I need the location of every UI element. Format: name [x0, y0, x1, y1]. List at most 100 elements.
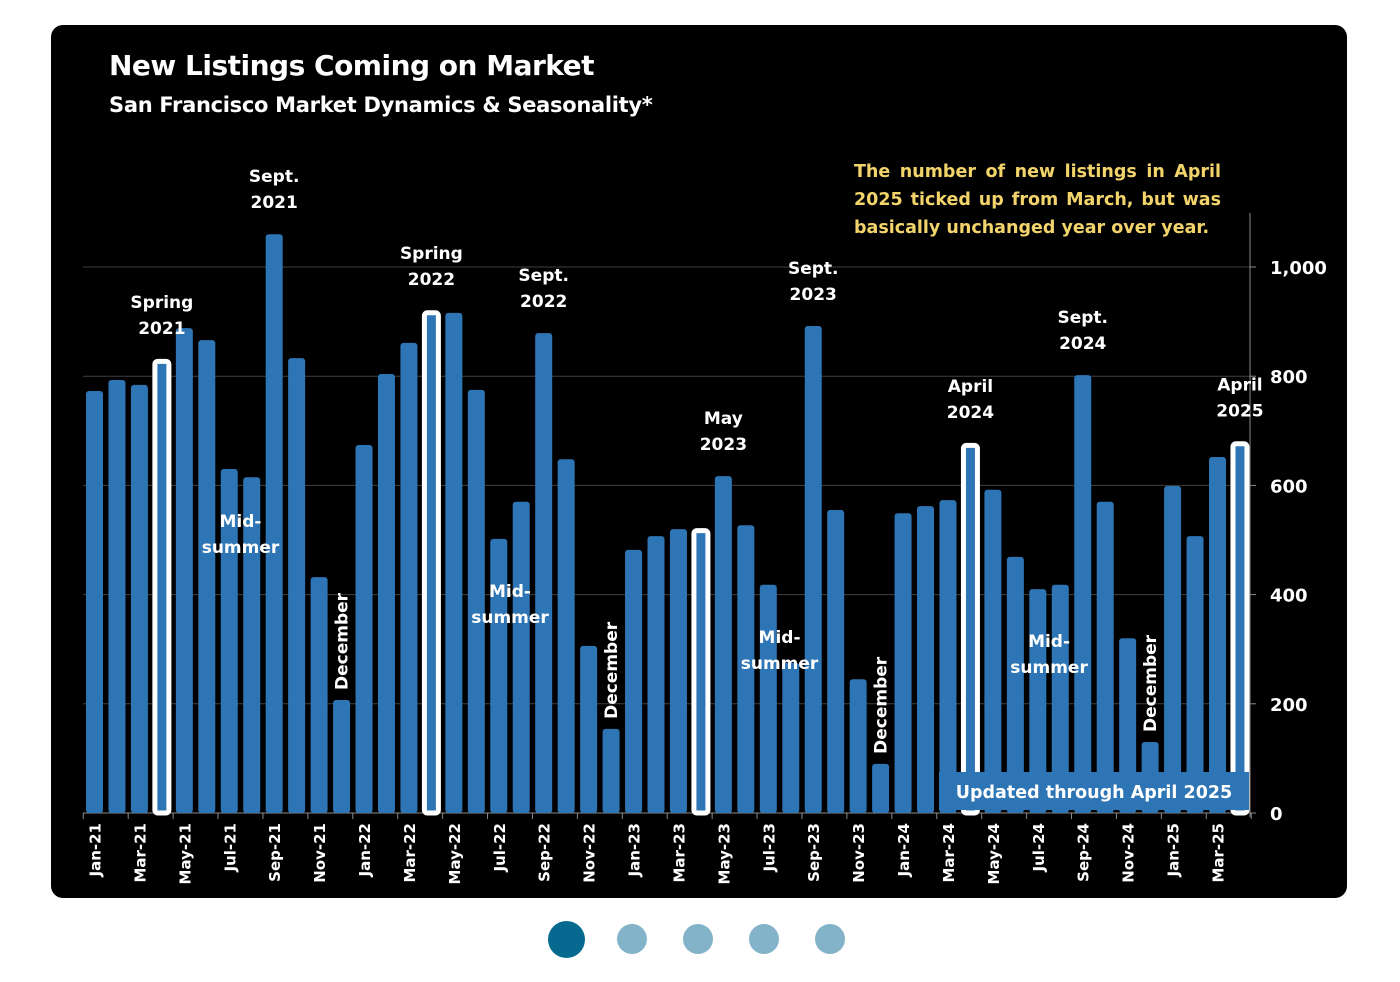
x-tick-label: Sep-21: [266, 823, 284, 882]
annotation-label: 2023: [790, 285, 837, 305]
bar: [1006, 556, 1024, 813]
bar-highlighted: [691, 528, 711, 816]
bar: [1029, 589, 1047, 813]
annotation-label: 2022: [520, 292, 567, 312]
annotation-label: Mid-: [489, 582, 531, 602]
bar: [849, 679, 867, 813]
annotation-label: 2022: [408, 270, 455, 290]
bar: [894, 513, 912, 813]
bar: [1119, 638, 1137, 813]
bar: [355, 444, 373, 813]
annotation-label: Mid-: [759, 628, 801, 648]
x-tick-label: May-23: [715, 823, 733, 884]
x-tick-label: Jul-21: [221, 823, 239, 873]
x-tick-label: Sep-23: [805, 823, 823, 882]
bar: [198, 340, 216, 813]
bar: [130, 384, 148, 813]
annotation-label: summer: [471, 608, 549, 628]
bar: [1096, 501, 1114, 813]
x-tick-label: Jan-24: [895, 823, 913, 877]
x-tick-label: Jul-22: [491, 823, 509, 873]
x-tick-label: Nov-24: [1120, 823, 1138, 883]
bar: [669, 529, 687, 813]
bar: [827, 509, 845, 813]
annotation-label: Mid-: [220, 512, 262, 532]
pagination-dot[interactable]: [683, 924, 713, 954]
x-tick-label: Jan-25: [1165, 823, 1183, 877]
annotation-label: 2025: [1216, 401, 1263, 421]
bar: [512, 501, 530, 813]
bar: [759, 584, 777, 813]
bar: [377, 374, 395, 813]
pagination-dot[interactable]: [548, 920, 585, 958]
y-tick-label: 0: [1270, 804, 1283, 825]
updated-banner-text: Updated through April 2025: [956, 783, 1232, 803]
bar-highlighted: [1230, 441, 1250, 816]
bar: [804, 325, 822, 813]
bar: [872, 763, 890, 813]
y-tick-label: 800: [1270, 367, 1308, 388]
x-tick-label: Mar-24: [940, 823, 958, 883]
x-tick-label: Jan-22: [356, 823, 374, 877]
y-tick-label: 400: [1270, 586, 1308, 607]
bar: [535, 333, 553, 813]
x-tick-label: May-22: [446, 823, 464, 884]
annotation-label: summer: [1010, 658, 1088, 678]
y-tick-label: 200: [1270, 695, 1308, 716]
bar: [288, 358, 306, 813]
bar: [557, 459, 575, 813]
bar: [602, 728, 620, 813]
x-tick-label: Sep-24: [1075, 823, 1093, 882]
annotation-label: Sept.: [249, 167, 300, 187]
bar: [1186, 536, 1204, 813]
bar: [310, 577, 328, 813]
bar: [243, 477, 261, 813]
annotation-label: May: [704, 409, 743, 429]
annotation-label: Sept.: [518, 266, 569, 286]
bar: [467, 389, 485, 813]
pagination-dot[interactable]: [815, 924, 845, 954]
bar: [984, 489, 1002, 813]
bar: [782, 662, 800, 813]
x-tick-label: Jan-21: [87, 823, 105, 877]
annotation-label: summer: [202, 538, 280, 558]
annotation-label: December: [602, 621, 622, 719]
annotation-label: April: [948, 377, 993, 397]
bar-highlighted: [421, 310, 441, 816]
annotation-label: 2021: [251, 193, 298, 213]
annotation-label: Sept.: [788, 259, 839, 279]
annotation-label: Spring: [130, 293, 193, 313]
bar-chart: 0 200 400 600 800 1,000 Jan-21 Mar-21 May-21 Jul-…: [82, 167, 1327, 884]
annotation-label: 2024: [947, 403, 994, 423]
x-tick-label: Jan-23: [626, 823, 644, 877]
bar: [445, 312, 463, 813]
bar: [265, 234, 283, 814]
bar-highlighted: [960, 442, 980, 816]
bar: [333, 699, 351, 813]
annotation-label: summer: [741, 654, 819, 674]
annotation-label: 2021: [138, 319, 185, 339]
annotation-label: December: [333, 592, 353, 690]
x-tick-label: Sep-22: [536, 823, 554, 882]
bar: [1164, 485, 1182, 813]
x-tick-label: May-24: [985, 823, 1003, 884]
annotation-label: 2024: [1059, 334, 1106, 354]
pagination-dot[interactable]: [749, 924, 779, 954]
carousel-pagination: [548, 920, 881, 958]
chart-panel: New Listings Coming on Market San Franci…: [51, 25, 1347, 898]
bar: [939, 500, 957, 813]
pagination-dot[interactable]: [617, 924, 647, 954]
chart-title: New Listings Coming on Market: [109, 49, 595, 82]
bar: [1209, 457, 1226, 813]
bar: [108, 380, 126, 813]
chart-callout: The number of new listings in April 2025…: [854, 162, 1221, 238]
x-tick-label: Mar-25: [1210, 823, 1228, 883]
bar: [917, 506, 935, 813]
y-tick-label: 600: [1270, 476, 1308, 497]
bar: [220, 469, 238, 813]
annotation-label: Sept.: [1057, 308, 1108, 328]
x-tick-label: Nov-23: [850, 823, 868, 883]
updated-banner: [939, 772, 1249, 810]
bar: [625, 549, 643, 813]
x-tick-label: Mar-23: [670, 823, 688, 883]
